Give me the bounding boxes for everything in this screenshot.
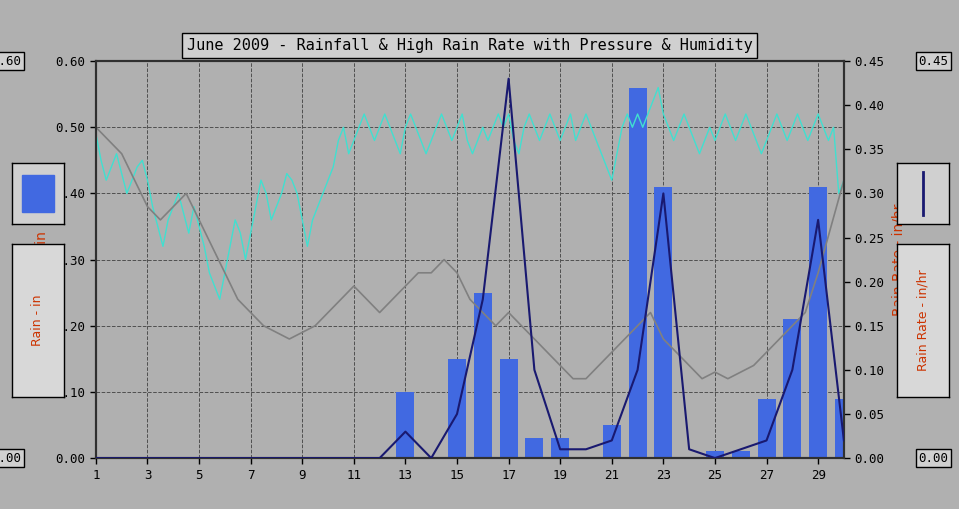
Bar <box>474 293 492 458</box>
Text: 0.00: 0.00 <box>919 451 948 465</box>
Bar <box>758 399 776 458</box>
Bar <box>628 88 646 458</box>
Y-axis label: Rain - in: Rain - in <box>35 231 49 288</box>
Bar <box>809 187 828 458</box>
Bar <box>551 438 570 458</box>
Bar <box>22 175 54 212</box>
Bar <box>448 359 466 458</box>
Bar <box>784 319 802 458</box>
Bar <box>500 359 518 458</box>
Y-axis label: Rain Rate - in/hr: Rain Rate - in/hr <box>891 204 905 316</box>
Bar <box>526 438 544 458</box>
Text: Rain - in: Rain - in <box>32 295 44 347</box>
Bar <box>732 451 750 458</box>
Title: June 2009 - Rainfall & High Rain Rate with Pressure & Humidity: June 2009 - Rainfall & High Rain Rate wi… <box>187 38 753 53</box>
Bar <box>835 399 853 458</box>
Bar <box>396 392 414 458</box>
Text: 0.60: 0.60 <box>0 54 21 68</box>
Text: 0.00: 0.00 <box>0 451 21 465</box>
Text: 0.45: 0.45 <box>919 54 948 68</box>
Bar <box>706 451 724 458</box>
Bar <box>603 425 620 458</box>
Bar <box>654 187 672 458</box>
Text: Rain Rate - in/hr: Rain Rate - in/hr <box>917 270 929 372</box>
